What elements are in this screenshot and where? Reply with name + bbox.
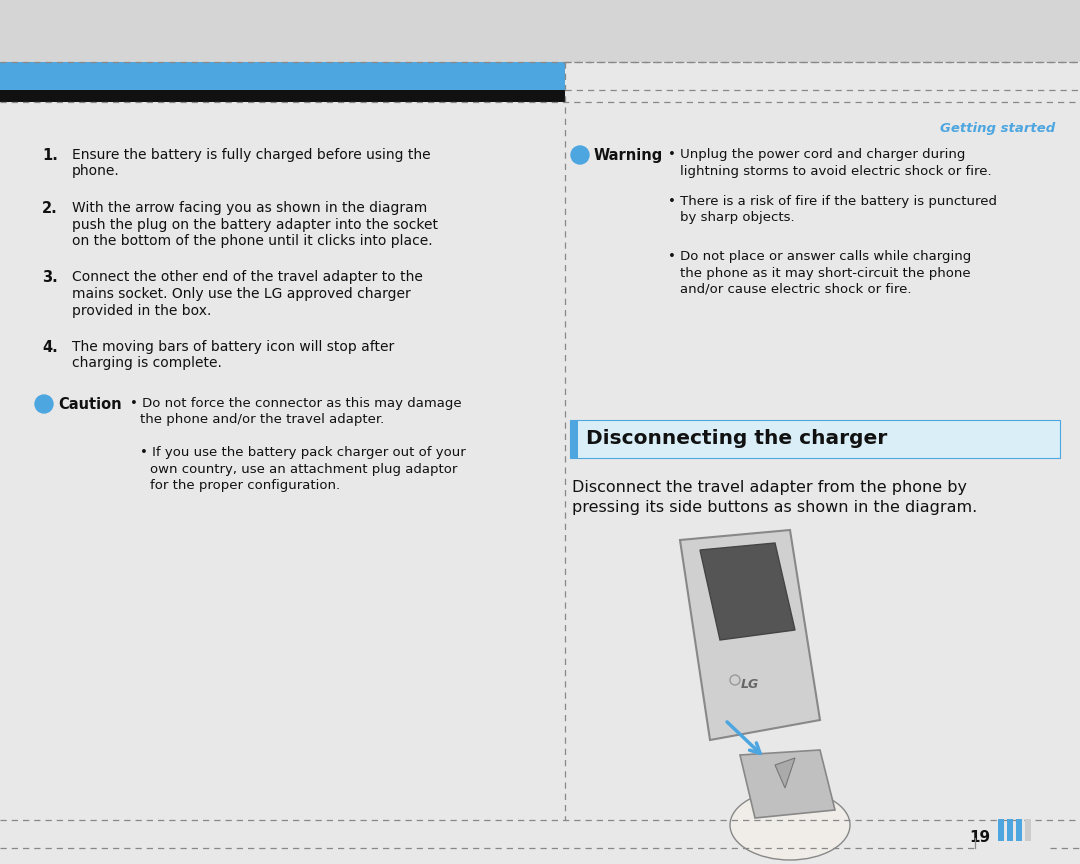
Text: 1.: 1. [42,148,58,163]
Polygon shape [775,758,795,788]
Text: pressing its side buttons as shown in the diagram.: pressing its side buttons as shown in th… [572,500,977,515]
Bar [570,420,1059,458]
Text: 19: 19 [969,830,990,846]
Text: by sharp objects.: by sharp objects. [680,212,795,225]
Text: and/or cause electric shock or fire.: and/or cause electric shock or fire. [680,283,912,296]
Ellipse shape [730,790,850,860]
Text: own country, use an attachment plug adaptor: own country, use an attachment plug adap… [150,462,457,475]
Bar [998,819,1004,841]
Text: • Do not force the connector as this may damage: • Do not force the connector as this may… [130,397,461,410]
Text: 2.: 2. [42,201,57,216]
Text: Caution: Caution [58,397,122,412]
Text: lightning storms to avoid electric shock or fire.: lightning storms to avoid electric shock… [680,164,991,177]
Bar [0,0,1080,62]
Text: 3.: 3. [42,270,57,285]
Text: charging is complete.: charging is complete. [72,357,221,371]
Bar [0,62,565,90]
Text: phone.: phone. [72,164,120,179]
Bar [570,420,578,458]
Circle shape [35,395,53,413]
Text: on the bottom of the phone until it clicks into place.: on the bottom of the phone until it clic… [72,234,433,248]
Text: Ensure the battery is fully charged before using the: Ensure the battery is fully charged befo… [72,148,431,162]
Text: i: i [578,150,582,160]
Text: Warning: Warning [594,148,663,163]
Text: mains socket. Only use the LG approved charger: mains socket. Only use the LG approved c… [72,287,410,301]
Text: provided in the box.: provided in the box. [72,303,212,317]
Text: 4.: 4. [42,340,57,355]
Text: With the arrow facing you as shown in the diagram: With the arrow facing you as shown in th… [72,201,428,215]
Text: Disconnecting the charger: Disconnecting the charger [586,429,888,448]
Polygon shape [680,530,820,740]
Text: • If you use the battery pack charger out of your: • If you use the battery pack charger ou… [140,446,465,459]
Text: • There is a risk of fire if the battery is punctured: • There is a risk of fire if the battery… [669,195,997,208]
Polygon shape [740,750,835,818]
Text: the phone and/or the travel adapter.: the phone and/or the travel adapter. [140,414,384,427]
Text: The moving bars of battery icon will stop after: The moving bars of battery icon will sto… [72,340,394,354]
Text: LG: LG [741,678,759,691]
Bar [0,90,565,102]
Text: Connect the other end of the travel adapter to the: Connect the other end of the travel adap… [72,270,423,284]
Bar [1025,819,1031,841]
Bar [1016,819,1022,841]
Text: Getting started: Getting started [940,122,1055,135]
Bar [1007,819,1013,841]
Polygon shape [700,543,795,640]
Text: for the proper configuration.: for the proper configuration. [150,479,340,492]
Text: push the plug on the battery adapter into the socket: push the plug on the battery adapter int… [72,218,438,232]
Text: the phone as it may short-circuit the phone: the phone as it may short-circuit the ph… [680,266,971,279]
Text: • Do not place or answer calls while charging: • Do not place or answer calls while cha… [669,250,971,263]
Text: • Unplug the power cord and charger during: • Unplug the power cord and charger duri… [669,148,966,161]
Text: i: i [42,399,45,409]
Circle shape [571,146,589,164]
Text: Disconnect the travel adapter from the phone by: Disconnect the travel adapter from the p… [572,480,967,495]
